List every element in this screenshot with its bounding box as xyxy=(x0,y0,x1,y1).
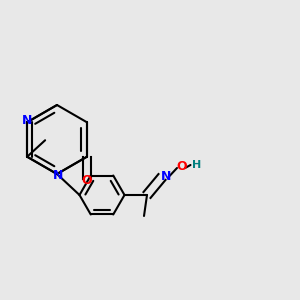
Text: N: N xyxy=(53,169,64,182)
Text: H: H xyxy=(192,160,201,170)
Text: N: N xyxy=(22,114,32,127)
Text: O: O xyxy=(176,160,187,173)
Text: O: O xyxy=(82,174,92,187)
Text: N: N xyxy=(160,169,171,183)
